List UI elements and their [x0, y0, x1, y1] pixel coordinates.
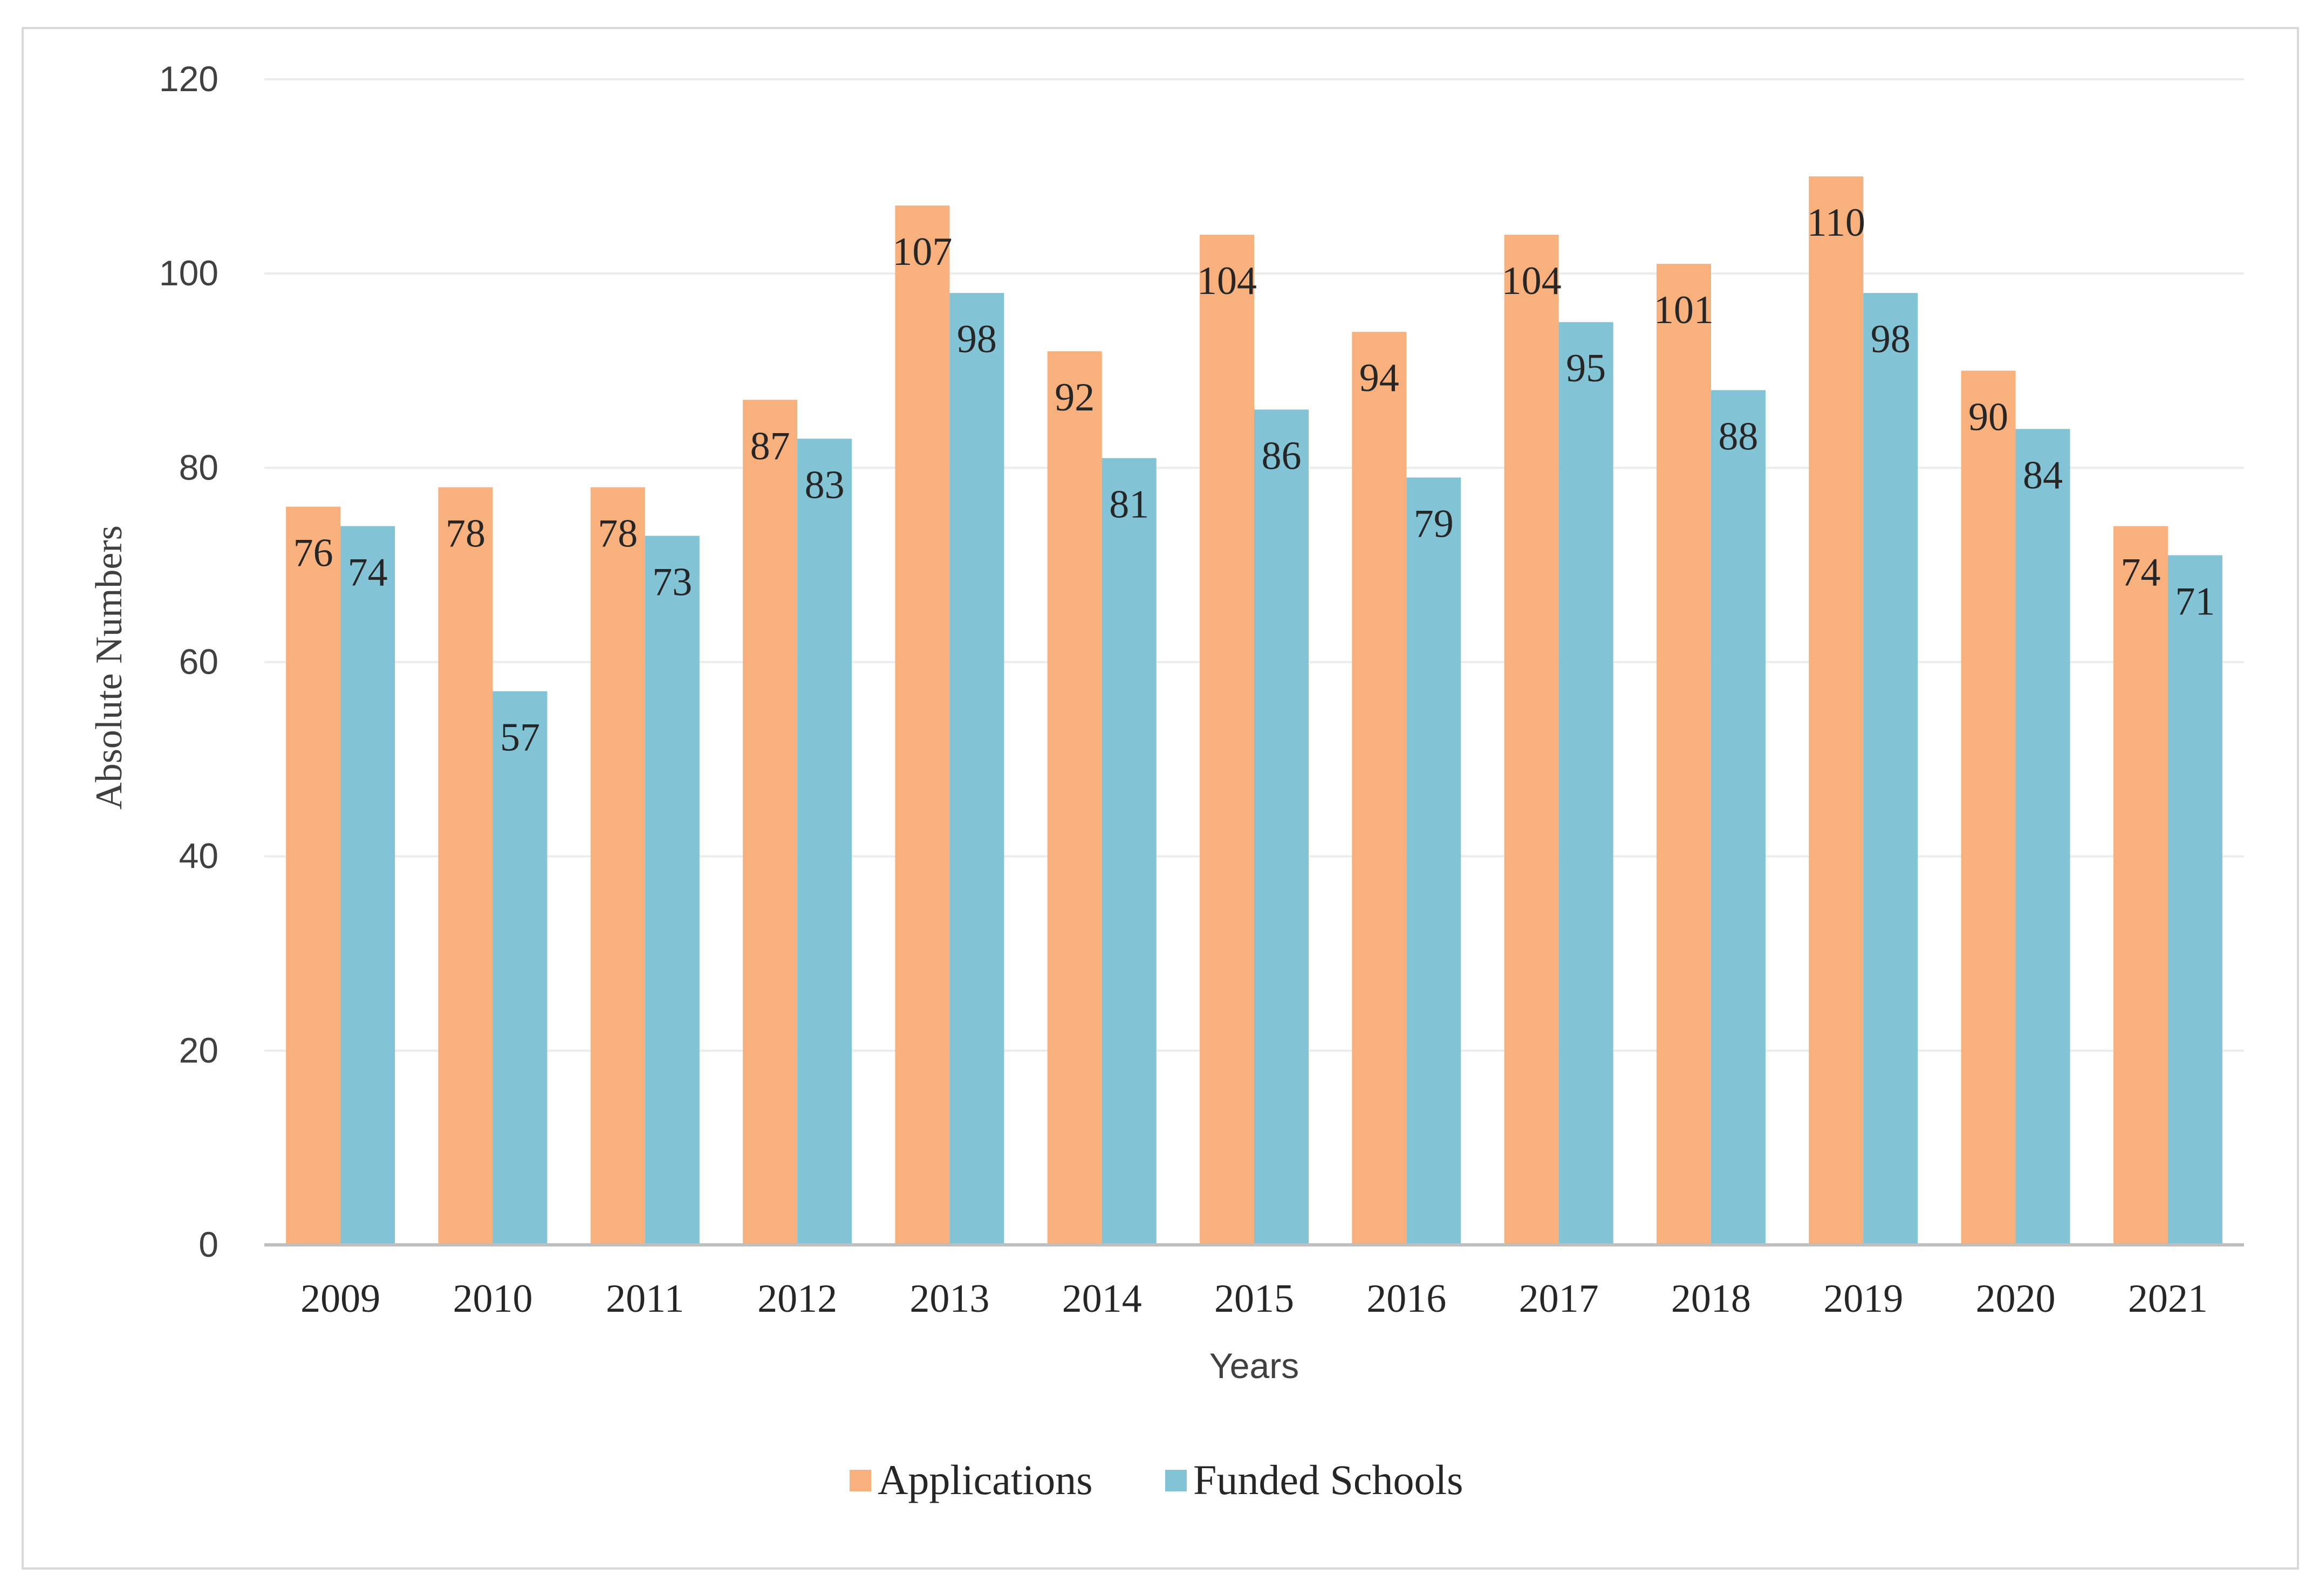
bar-funded-schools-2019	[1863, 293, 1918, 1245]
data-label: 84	[2023, 453, 2063, 497]
bar-funded-schools-2017	[1558, 322, 1613, 1245]
bar-applications-2015	[1200, 235, 1254, 1245]
data-label: 104	[1502, 259, 1562, 303]
legend-swatch-applications	[850, 1470, 871, 1491]
y-axis-title: Absolute Numbers	[88, 525, 130, 810]
data-label: 92	[1055, 375, 1094, 420]
y-tick-label: 60	[179, 642, 218, 682]
data-label: 86	[1262, 434, 1302, 478]
data-label: 101	[1654, 288, 1714, 332]
bar-funded-schools-2012	[797, 439, 852, 1245]
x-tick-label: 2011	[606, 1277, 684, 1321]
bar-funded-schools-2016	[1406, 477, 1461, 1245]
bar-applications-2018	[1656, 264, 1711, 1245]
y-axis-ticks: 0 20 40 60 80 100 120	[159, 59, 218, 1264]
bar-funded-schools-2021	[2167, 555, 2222, 1245]
x-tick-label: 2020	[1976, 1277, 2056, 1321]
bar-funded-schools-2013	[949, 293, 1004, 1245]
legend-label-applications: Applications	[878, 1456, 1093, 1503]
bar-funded-schools-2010	[492, 691, 548, 1245]
data-label: 74	[2120, 550, 2160, 594]
data-label: 57	[500, 716, 540, 760]
y-tick-label: 80	[179, 447, 218, 487]
y-tick-label: 20	[179, 1030, 218, 1070]
x-tick-label: 2019	[1823, 1277, 1903, 1321]
data-label: 78	[598, 511, 638, 556]
bar-funded-schools-2014	[1102, 458, 1157, 1245]
data-label: 73	[652, 560, 692, 604]
data-label: 76	[293, 531, 333, 575]
bar-applications-2013	[895, 206, 950, 1245]
bar-funded-schools-2020	[2015, 429, 2070, 1245]
bar-applications-2019	[1809, 176, 1864, 1245]
legend-label-funded-schools: Funded Schools	[1193, 1456, 1463, 1503]
bar-funded-schools-2015	[1254, 409, 1309, 1245]
x-tick-label: 2015	[1214, 1277, 1294, 1321]
data-label: 94	[1359, 356, 1399, 400]
x-axis-title: Years	[1209, 1346, 1299, 1386]
data-label: 81	[1109, 482, 1149, 526]
chart-frame	[22, 27, 2299, 1570]
bar-funded-schools-2011	[645, 536, 700, 1245]
data-label: 110	[1807, 201, 1865, 245]
data-label: 78	[446, 511, 485, 556]
y-tick-label: 120	[159, 59, 218, 99]
bar-funded-schools-2018	[1711, 390, 1766, 1245]
x-tick-label: 2010	[453, 1277, 532, 1321]
x-tick-label: 2017	[1519, 1277, 1599, 1321]
data-label: 79	[1414, 502, 1454, 546]
bar-applications-2012	[743, 400, 798, 1245]
x-axis-ticks: 2009 2010 2011 2012 2013 2014 2015 2016 2017 2018…	[300, 1277, 2208, 1321]
bar-applications-2010	[438, 487, 493, 1245]
x-tick-label: 2009	[300, 1277, 380, 1321]
bar-applications-2009	[286, 506, 341, 1245]
data-label: 104	[1197, 259, 1257, 303]
bar-labels: 76 74785778738783107989281104869479104951…	[293, 201, 2215, 759]
bar-applications-2017	[1504, 235, 1559, 1245]
bar-applications-2020	[1961, 371, 2016, 1245]
data-label: 83	[805, 463, 845, 507]
x-tick-label: 2018	[1671, 1277, 1751, 1321]
x-tick-label: 2016	[1366, 1277, 1446, 1321]
data-label: 87	[750, 424, 790, 468]
bars	[286, 176, 2222, 1245]
data-label: 98	[1871, 317, 1911, 361]
data-label: 71	[2175, 579, 2215, 624]
data-label: 88	[1718, 414, 1758, 458]
data-label: 74	[348, 550, 388, 594]
bar-applications-2014	[1047, 351, 1102, 1245]
bar-applications-2016	[1352, 332, 1407, 1245]
data-label: 107	[892, 230, 952, 274]
bar-applications-2021	[2113, 526, 2168, 1245]
bar-applications-2011	[590, 487, 645, 1245]
x-tick-label: 2014	[1062, 1277, 1142, 1321]
y-tick-label: 100	[159, 253, 218, 293]
y-tick-label: 0	[199, 1224, 218, 1264]
y-tick-label: 40	[179, 836, 218, 876]
x-tick-label: 2013	[909, 1277, 989, 1321]
x-tick-label: 2021	[2128, 1277, 2208, 1321]
data-label: 98	[957, 317, 997, 361]
legend: Applications Funded Schools	[850, 1456, 1463, 1503]
x-tick-label: 2012	[757, 1277, 837, 1321]
bar-funded-schools-2009	[340, 526, 395, 1245]
data-label: 90	[1968, 395, 2008, 439]
legend-swatch-funded-schools	[1165, 1470, 1187, 1491]
data-label: 95	[1566, 346, 1606, 391]
